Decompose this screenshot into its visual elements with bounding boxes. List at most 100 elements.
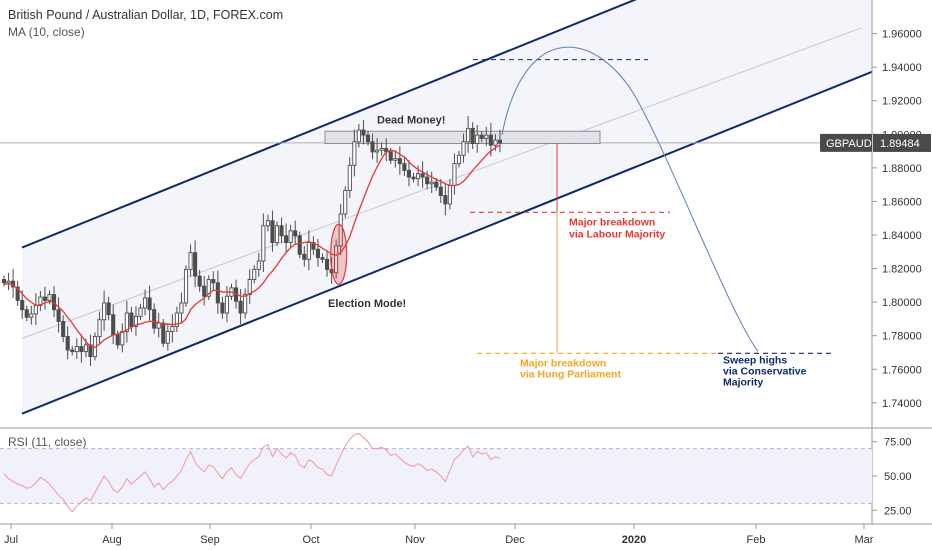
price-tick-label: 1.74000 — [882, 398, 922, 410]
candle-body — [343, 190, 348, 215]
candle-body — [152, 309, 157, 329]
candle-body — [115, 334, 120, 346]
candle-body — [311, 242, 316, 250]
candle-body — [420, 173, 425, 178]
candle-body — [15, 286, 20, 301]
labour-label-line2: via Labour Majority — [569, 228, 665, 240]
candle-body — [29, 313, 34, 318]
candle-body — [224, 295, 230, 314]
price-tick-label: 1.94000 — [882, 62, 922, 74]
conservative-label-line3: Majority — [723, 376, 763, 388]
candle-body — [124, 312, 129, 332]
candle-body — [375, 149, 380, 153]
candle-body — [279, 225, 284, 237]
candle-body — [133, 315, 139, 327]
time-tick-label: Oct — [302, 534, 319, 546]
candle-body — [170, 326, 175, 332]
candle-body — [106, 302, 111, 316]
candle-body — [438, 186, 443, 196]
candle-body — [97, 319, 102, 337]
candle-body — [20, 299, 25, 311]
candle-body — [365, 134, 371, 143]
rsi-pane[interactable]: RSI (11, close) 25.00 50.00 75.00 — [0, 432, 912, 517]
candle-body — [397, 158, 402, 165]
candle-body — [416, 173, 421, 180]
price-tick-label: 1.76000 — [882, 364, 922, 376]
time-tick-label: Mar — [855, 534, 874, 546]
candle-body — [288, 230, 293, 243]
hung-label-line2: via Hung Parliament — [520, 368, 621, 380]
conservative-label-line1: Sweep highs — [723, 354, 787, 366]
labour-label-line1: Major breakdown — [569, 216, 655, 228]
candle-body — [443, 195, 448, 205]
candle-body — [183, 268, 189, 304]
election-ellipse — [330, 223, 348, 285]
price-tick-label: 1.86000 — [882, 196, 922, 208]
ma-10-line — [3, 144, 501, 349]
chart-title: British Pound / Australian Dollar, 1D, F… — [8, 8, 283, 22]
candle-body — [411, 176, 416, 180]
time-tick-label: Feb — [747, 534, 766, 546]
channel-lower-line[interactable] — [21, 70, 873, 415]
candle-body — [24, 309, 29, 318]
time-tick-label: Jul — [4, 534, 18, 546]
candle-body — [347, 164, 352, 191]
candle-body — [243, 294, 248, 314]
candle-body — [284, 235, 289, 243]
candle-body — [461, 141, 466, 156]
channel-mid-line — [21, 27, 863, 339]
candle-body — [484, 134, 489, 139]
candle-body — [83, 344, 88, 353]
candle-body — [338, 213, 343, 247]
price-tag: GBPAUD 1.89484 — [820, 133, 931, 152]
candle-body — [215, 282, 220, 304]
candle-body — [493, 139, 498, 146]
price-tag-value-bg — [873, 133, 931, 152]
candle-body — [193, 252, 198, 277]
candle-body — [325, 258, 330, 270]
price-tick-label: 1.84000 — [882, 230, 922, 242]
candle-body — [88, 344, 93, 358]
candle-body — [252, 268, 257, 280]
candle-body — [370, 141, 375, 153]
arc-projection-path — [501, 46, 759, 352]
candle-body — [352, 141, 357, 166]
candle-body — [47, 294, 52, 301]
candle-body — [379, 148, 384, 151]
candle-body — [70, 349, 75, 353]
time-tick-label: Nov — [405, 534, 425, 546]
time-tick-label: Aug — [102, 534, 122, 546]
candle-body — [265, 220, 270, 227]
candlesticks — [1, 116, 503, 366]
candle-body — [479, 134, 484, 139]
channel-fill — [22, 0, 872, 414]
candle-body — [61, 320, 66, 337]
rsi-label: RSI (11, close) — [8, 435, 86, 449]
candle-body — [220, 302, 225, 314]
price-tick-label: 1.96000 — [882, 29, 922, 41]
price-tag-symbol: GBPAUD — [826, 138, 872, 150]
time-axis-ticks[interactable]: Jul Aug Sep Oct Nov Dec 2020 Feb Mar — [4, 524, 874, 546]
candle-body — [388, 151, 393, 161]
candle-body — [111, 314, 116, 336]
candle-body — [425, 176, 430, 185]
channel-upper-line[interactable] — [21, 0, 650, 249]
price-axis-area[interactable] — [872, 0, 932, 550]
candle-body — [156, 322, 161, 329]
candle-body — [402, 163, 407, 171]
candle-body — [33, 305, 38, 315]
price-tick-label: 1.80000 — [882, 297, 922, 309]
candle-body — [102, 302, 107, 321]
price-tick-label: 1.92000 — [882, 96, 922, 108]
candle-body — [466, 127, 471, 143]
candle-body — [274, 225, 280, 243]
candle-body — [334, 245, 339, 274]
time-tick-label: 2020 — [622, 534, 646, 546]
price-tag-value: 1.89484 — [880, 138, 920, 150]
candle-body — [188, 252, 193, 270]
candle-body — [356, 129, 361, 143]
time-tick-label: Dec — [505, 534, 525, 546]
candle-body — [256, 260, 261, 270]
price-tick-label: 1.82000 — [882, 264, 922, 276]
